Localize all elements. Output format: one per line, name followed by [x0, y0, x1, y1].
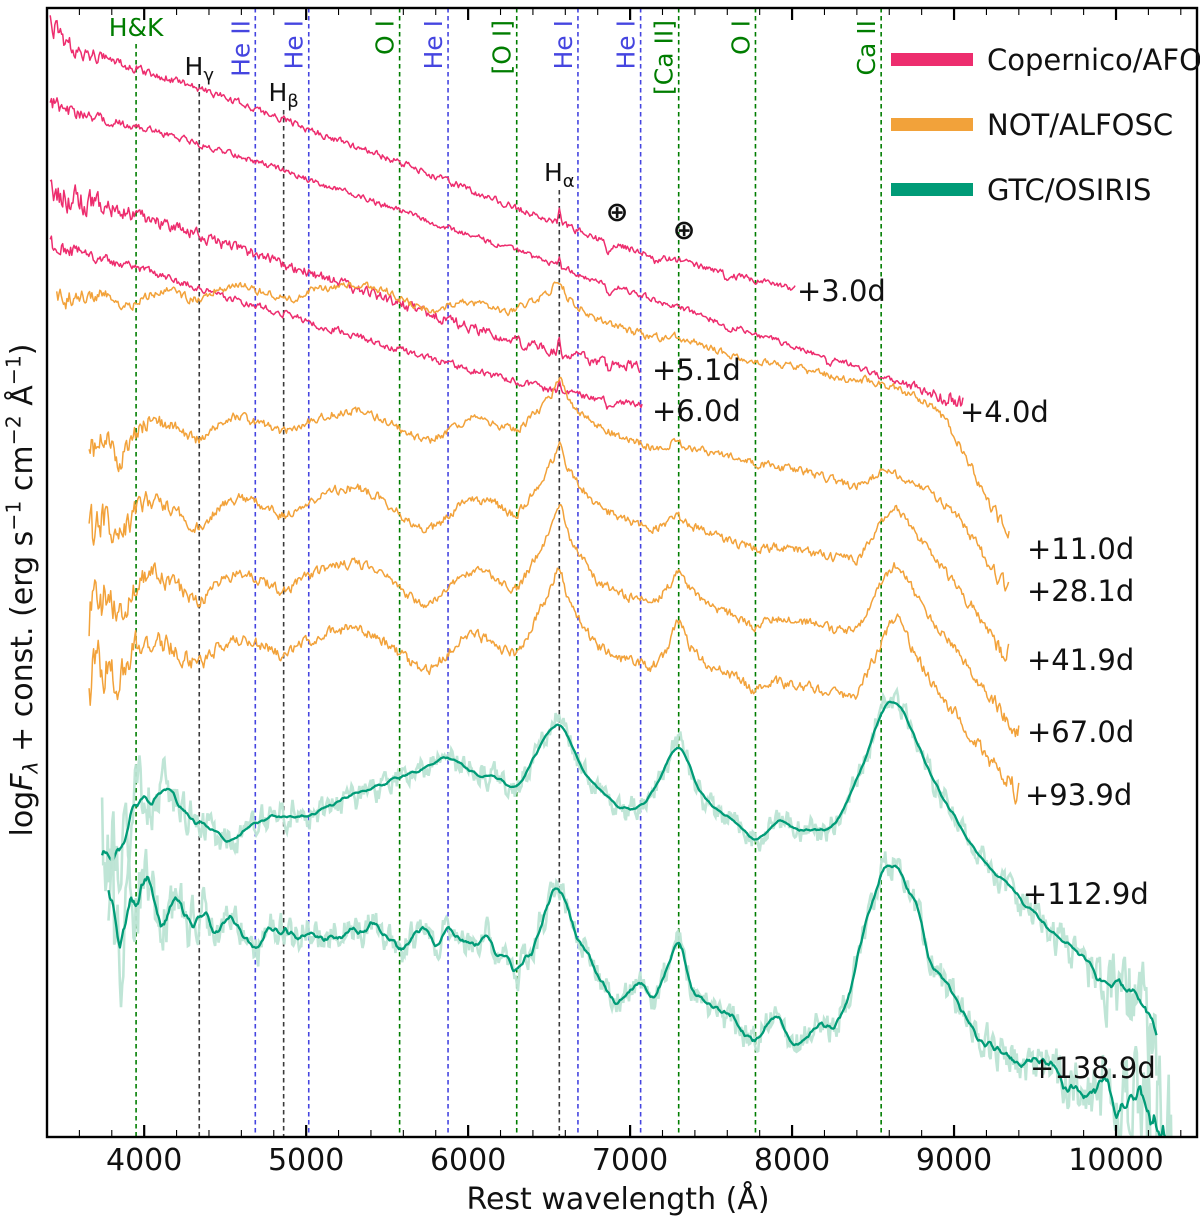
x-axis-label: Rest wavelength (Å) — [466, 1182, 770, 1217]
x-tick-label-8000: 8000 — [754, 1143, 830, 1178]
line-label-oi: [O I] — [488, 20, 517, 75]
y-axis-label-segment: ) — [4, 343, 40, 356]
y-axis-label-segment: Å — [4, 385, 40, 416]
telluric-marker-icon: ⊕ — [673, 215, 696, 246]
epoch-label-+138.9d: +138.9d — [1030, 1051, 1156, 1085]
epoch-label-+28.1d: +28.1d — [1027, 574, 1134, 608]
line-label-oi: O I — [726, 20, 755, 55]
spectrum-+5.1d — [49, 179, 641, 374]
x-tick-label-7000: 7000 — [592, 1143, 668, 1178]
epoch-label-+3.0d: +3.0d — [797, 274, 886, 308]
line-label-hei: He I — [549, 20, 578, 70]
spectrum-+28.1d — [88, 376, 1010, 592]
y-axis-label-segment: cm — [4, 445, 40, 501]
line-label-hei: He I — [612, 20, 641, 70]
x-tick-label-9000: 9000 — [916, 1143, 992, 1178]
epoch-label-+112.9d: +112.9d — [1023, 877, 1149, 911]
y-axis-label-segment: −2 — [1, 415, 26, 446]
legend-swatch-gtc-osiris — [891, 183, 973, 196]
legend-label-copernico-afosc: Copernico/AFOSC — [987, 42, 1200, 77]
y-axis-label: logFλ + const. (erg s−1 cm−2 Å−1) — [2, 343, 43, 836]
epoch-label-+67.0d: +67.0d — [1027, 715, 1134, 749]
legend-item-not-alfosc: NOT/ALFOSC — [891, 107, 1200, 142]
line-label-hα: Hα — [544, 158, 575, 192]
legend-swatch-not-alfosc — [891, 118, 973, 131]
spectral-line-markers — [135, 8, 882, 1136]
line-label-h&k: H&K — [109, 13, 164, 42]
line-label-hβ: Hβ — [268, 78, 298, 112]
legend-item-copernico-afosc: Copernico/AFOSC — [891, 42, 1200, 77]
spectrum-+138.9d — [107, 864, 1167, 1137]
spectrum-+112.9d — [100, 700, 1158, 1036]
spectrum-+3.0d — [49, 15, 796, 291]
spectrum-+67.0d — [88, 503, 1020, 738]
plot-frame — [45, 6, 1199, 1139]
line-label-heii: He II — [226, 20, 255, 77]
line-label-caii: Ca II — [852, 20, 881, 75]
epoch-label-+4.0d: +4.0d — [960, 395, 1049, 429]
epoch-label-+41.9d: +41.9d — [1027, 643, 1134, 677]
spectrum-+41.9d — [88, 441, 1010, 662]
epoch-labels: +3.0d +4.0d +5.1d +6.0d +11.0d +28.1d +41.9d +6… — [652, 274, 1156, 1085]
spectrum-+11.0d — [55, 281, 1010, 539]
line-label-hγ: Hγ — [185, 52, 215, 86]
epoch-label-+93.9d: +93.9d — [1025, 778, 1132, 812]
x-tick-label-10000: 10000 — [1068, 1143, 1163, 1178]
legend-swatch-copernico-afosc — [891, 53, 973, 66]
line-label-caii: [Ca II] — [650, 20, 679, 95]
axes-frame: 4000 5000 6000 7000 8000 9000 10000 — [45, 6, 1199, 1178]
legend: Copernico/AFOSC NOT/ALFOSC GTC/OSIRIS — [891, 42, 1200, 240]
y-axis-label-segment: −1 — [1, 355, 26, 386]
y-axis-label-segment: −1 — [1, 500, 26, 531]
spectral-line-labels: H&K Hγ He II Hβ He I O I He I [O I] Hα He I He I [C… — [109, 13, 881, 192]
legend-item-gtc-osiris: GTC/OSIRIS — [891, 172, 1200, 207]
line-label-oi: O I — [371, 20, 400, 55]
epoch-label-+5.1d: +5.1d — [652, 353, 741, 387]
legend-label-gtc-osiris: GTC/OSIRIS — [987, 172, 1152, 207]
line-label-hei: He I — [419, 20, 448, 70]
y-axis-label-segment: λ — [18, 761, 43, 774]
spectrum-+93.9d — [88, 567, 1020, 805]
x-tick-label-5000: 5000 — [268, 1143, 344, 1178]
y-axis-label-segment: + const. (erg s — [4, 530, 40, 762]
spectra-group — [49, 15, 1173, 1137]
spectrum-raw-+112.9d — [100, 686, 1158, 1076]
spectrum-+4.0d — [49, 97, 964, 407]
epoch-label-+6.0d: +6.0d — [652, 394, 741, 428]
legend-label-not-alfosc: NOT/ALFOSC — [987, 107, 1174, 142]
epoch-label-+11.0d: +11.0d — [1027, 532, 1134, 566]
x-tick-label-6000: 6000 — [430, 1143, 506, 1178]
spectrum-+6.0d — [49, 235, 643, 410]
telluric-marker-icon: ⊕ — [606, 197, 629, 228]
y-axis-label-segment: log — [4, 790, 40, 837]
line-label-hei: He I — [280, 20, 309, 70]
y-axis-label-segment: F — [4, 773, 40, 791]
x-tick-label-4000: 4000 — [106, 1143, 182, 1178]
